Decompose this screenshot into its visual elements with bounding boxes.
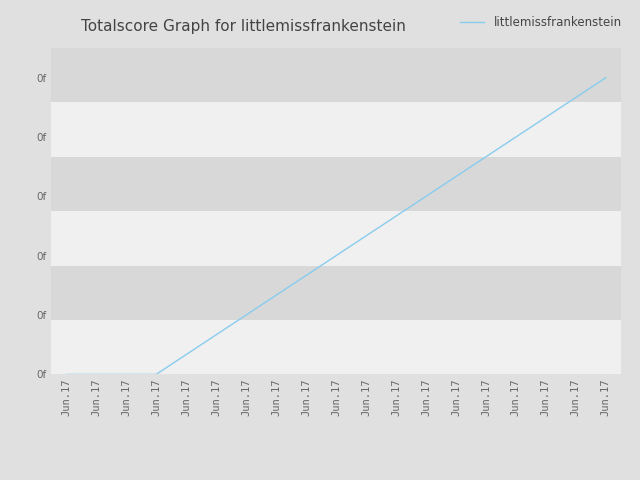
Bar (51, 265, 621, 320)
Bar (51, 48, 621, 102)
Bar (51, 157, 621, 211)
Bar (51, 320, 621, 374)
Bar (51, 102, 621, 157)
Text: Totalscore Graph for littlemissfrankenstein: Totalscore Graph for littlemissfrankenst… (81, 19, 406, 34)
Bar (51, 211, 621, 265)
Legend: littlemissfrankenstein: littlemissfrankenstein (456, 12, 627, 34)
